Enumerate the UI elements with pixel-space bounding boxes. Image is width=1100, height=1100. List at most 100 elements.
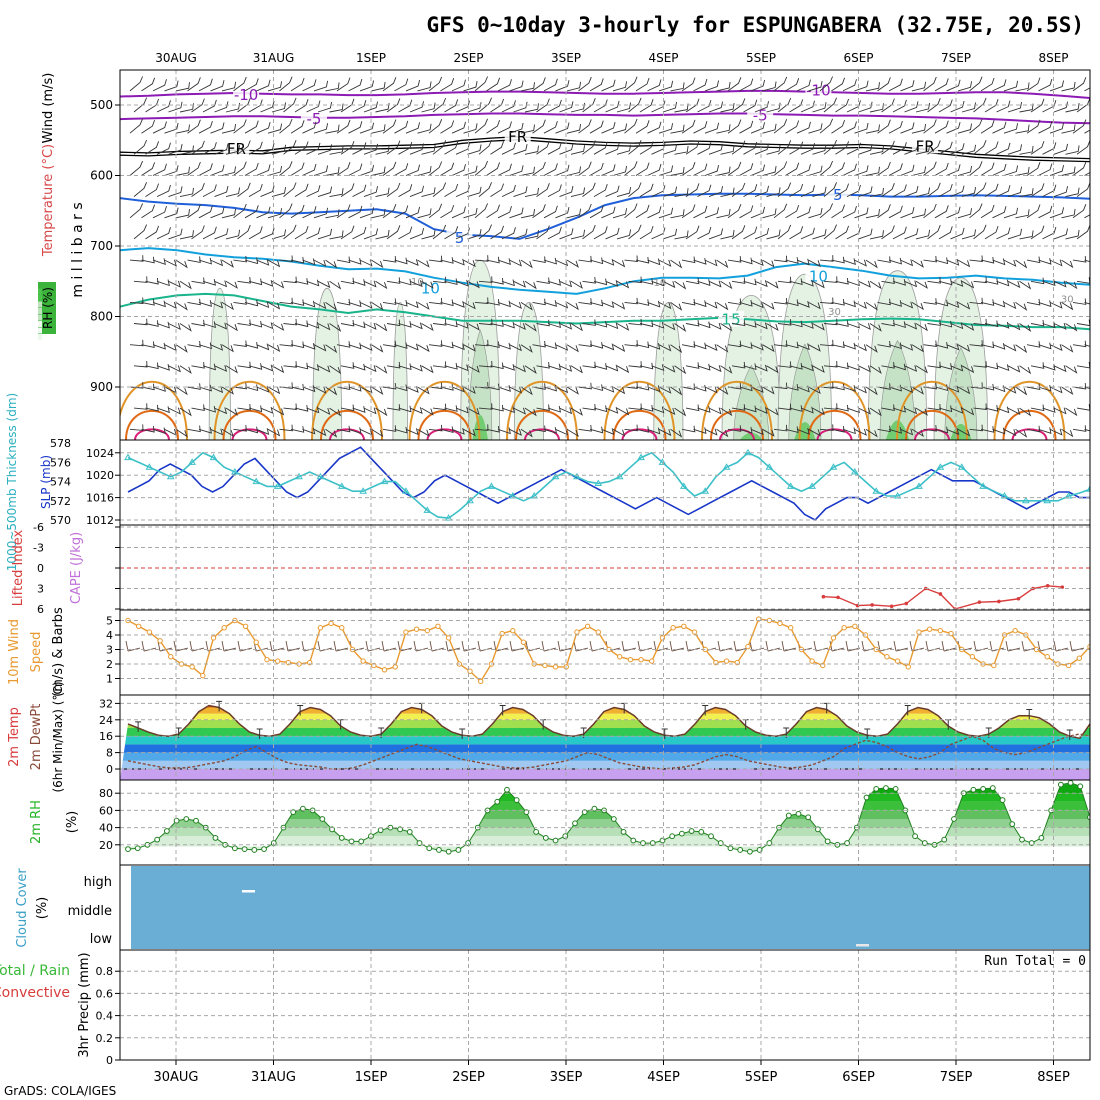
wind-barb xyxy=(831,341,845,348)
wind-barb xyxy=(325,82,340,92)
wind-barb xyxy=(980,426,995,433)
wind-barb xyxy=(708,101,724,113)
wind-barb xyxy=(674,365,687,375)
wind-barb xyxy=(363,101,379,113)
wind-barb xyxy=(647,121,662,134)
legend-convective: Convective xyxy=(0,985,70,1001)
wind-barb xyxy=(888,163,903,176)
wind-barb xyxy=(129,160,144,176)
wind-barb xyxy=(444,226,459,240)
wind-barb xyxy=(164,386,177,394)
rh-point xyxy=(989,785,996,791)
wind-barb xyxy=(555,80,570,92)
wind-barb xyxy=(1019,365,1032,375)
wind-barb xyxy=(831,425,845,433)
wind-barb xyxy=(773,340,788,347)
wind-barb xyxy=(685,183,700,197)
temp-minmax xyxy=(1026,709,1033,720)
wind-barb xyxy=(497,121,512,134)
y-tick-label: low xyxy=(90,932,113,947)
wind-barb xyxy=(191,319,205,327)
rh-point xyxy=(329,826,335,833)
wind-barb xyxy=(716,344,729,353)
wind-barb xyxy=(662,365,676,373)
wind-barb xyxy=(233,340,247,348)
wind-barb xyxy=(658,344,672,352)
rh-point xyxy=(717,840,724,846)
wind-barb xyxy=(923,425,937,432)
wind-barb xyxy=(773,119,788,134)
wind-barb xyxy=(421,407,434,416)
wind-barb xyxy=(141,77,156,92)
rh-scale-step xyxy=(38,327,42,334)
wind-barb xyxy=(237,224,251,240)
wind-barb xyxy=(593,141,608,155)
wind-barb xyxy=(662,144,678,155)
wind-barb xyxy=(532,77,546,92)
wind-barb xyxy=(1072,119,1087,134)
wind-barb xyxy=(359,344,373,352)
wind-barb xyxy=(271,102,287,113)
wind-barb xyxy=(808,344,821,352)
wind-barb xyxy=(133,97,148,113)
wind-barb xyxy=(233,425,247,432)
wind10-barb xyxy=(893,640,909,652)
wind-barb xyxy=(605,100,620,113)
wind-barb xyxy=(260,185,275,198)
wind-barb xyxy=(1030,404,1045,412)
rh-scale-step xyxy=(38,308,42,314)
wind-barb xyxy=(1003,165,1019,176)
wind-barb xyxy=(559,185,574,198)
wind-barb xyxy=(628,318,642,326)
wind-barb xyxy=(198,120,213,134)
wind-barb xyxy=(762,302,775,310)
wind-barb xyxy=(651,100,666,113)
wind-barb xyxy=(145,183,160,197)
wind-barb xyxy=(198,205,213,219)
wind-barb xyxy=(1076,98,1090,113)
rh-point xyxy=(785,812,792,819)
wind-barb xyxy=(601,258,615,266)
wind-barb xyxy=(524,280,537,290)
wind-barb xyxy=(233,161,247,176)
wind-barb xyxy=(961,280,975,289)
wind-barb xyxy=(486,256,500,264)
wind-barb xyxy=(486,425,500,433)
wind-barb xyxy=(394,257,408,265)
wind-barb xyxy=(743,226,758,240)
wind-barb xyxy=(1038,342,1052,350)
wind-barb xyxy=(628,140,642,155)
wind-barb xyxy=(497,385,511,392)
wind-barb xyxy=(865,259,878,269)
rh-point xyxy=(231,845,238,852)
wind-barb xyxy=(612,428,626,437)
wind-barb xyxy=(164,301,177,309)
x-tick-label-top: 6SEP xyxy=(843,51,873,65)
wind-barb xyxy=(589,78,604,92)
wind-barb xyxy=(869,407,882,417)
wind-barb xyxy=(520,428,533,438)
wind-barb xyxy=(570,145,586,155)
wind-barb xyxy=(336,77,351,92)
wind-barb xyxy=(773,424,788,432)
wind-barb xyxy=(831,77,846,92)
rh-point xyxy=(892,786,899,792)
wind-barb xyxy=(225,187,241,198)
rh-band xyxy=(120,819,1090,828)
wind-barb xyxy=(635,341,650,349)
wind-barb xyxy=(398,141,413,155)
wind-barb xyxy=(992,385,1006,393)
y-axis-label-dewpt: 2m DewPt xyxy=(29,704,44,771)
wind-barb xyxy=(478,276,493,283)
thickness-marker xyxy=(808,482,816,489)
wind-barb xyxy=(877,256,891,263)
wind10-barb xyxy=(285,640,301,652)
wind-barb xyxy=(635,77,650,92)
wind-barb xyxy=(612,123,628,134)
wind-barb xyxy=(145,141,160,155)
rh-point xyxy=(348,838,355,845)
wind-barb xyxy=(417,428,430,437)
wind-barb xyxy=(566,81,582,92)
wind-barb xyxy=(313,386,327,394)
